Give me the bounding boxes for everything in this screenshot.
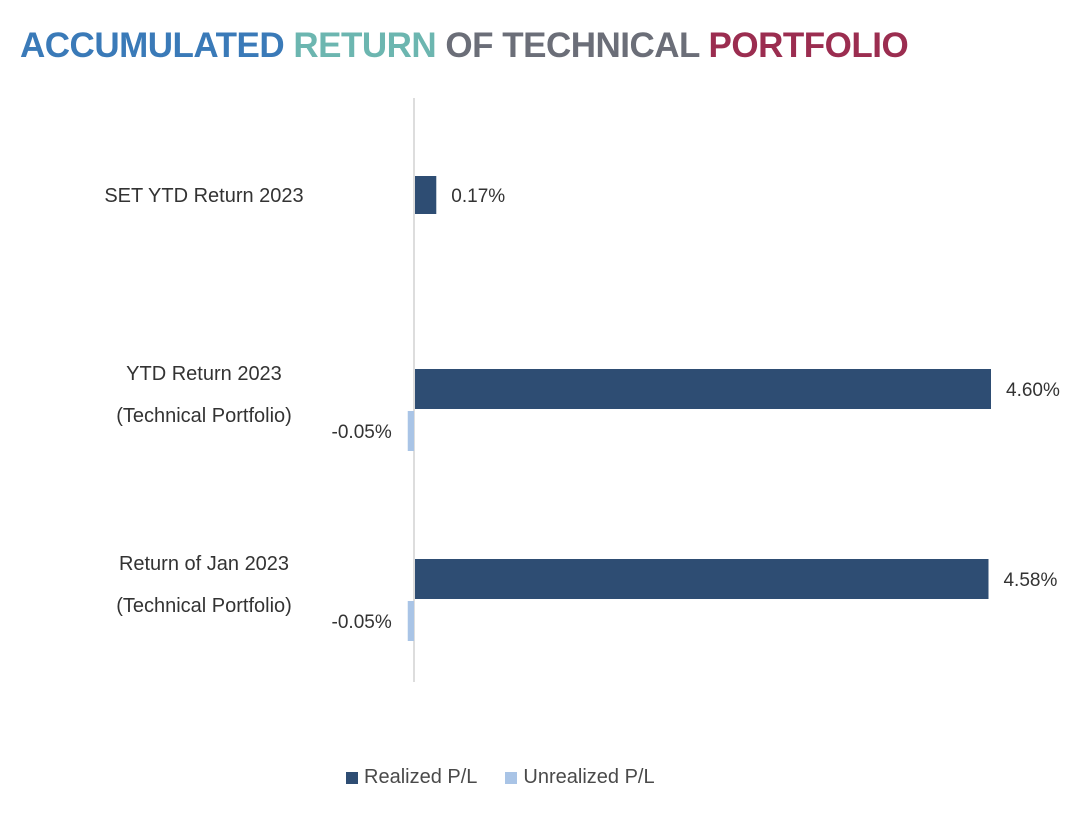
category-label: Return of Jan 2023: [119, 553, 289, 575]
bar-unrealized: [407, 411, 414, 451]
bar-realized: [415, 559, 989, 599]
legend-label-realized: Realized P/L: [364, 766, 478, 788]
data-label-realized: 4.60%: [1006, 380, 1060, 401]
legend-swatch-unrealized: [505, 771, 518, 784]
bar-unrealized: [407, 601, 414, 641]
data-label-realized: 4.58%: [1003, 570, 1057, 591]
chart-title-part4: PORTFOLIO: [708, 26, 909, 65]
legend-item-unrealized: Unrealized P/L: [505, 766, 655, 789]
bar-realized: [415, 176, 437, 214]
legend-swatch-realized: [346, 771, 358, 784]
category-label: YTD Return 2023: [126, 363, 282, 385]
chart-title-part1: ACCUMULATED: [20, 26, 294, 65]
category-label: (Technical Portfolio): [116, 405, 292, 427]
category-label: SET YTD Return 2023: [104, 185, 303, 207]
chart-title: ACCUMULATED RETURN OF TECHNICAL PORTFOLI…: [20, 26, 909, 66]
chart-title-part3: OF TECHNICAL: [445, 26, 709, 65]
data-label-realized: 0.17%: [451, 186, 505, 207]
data-label-unrealized: -0.05%: [332, 422, 392, 443]
category-label: (Technical Portfolio): [116, 595, 292, 617]
data-label-unrealized: -0.05%: [332, 612, 392, 633]
bar-realized: [415, 369, 991, 409]
legend-label-unrealized: Unrealized P/L: [523, 766, 655, 788]
bar-chart: SET YTD Return 2023 YTD Return 2023 (Techn…: [104, 98, 1060, 682]
chart-legend: Realized P/L Unrealized P/L: [346, 766, 655, 789]
legend-item-realized: Realized P/L: [346, 766, 477, 789]
chart-title-part2: RETURN: [293, 26, 446, 65]
